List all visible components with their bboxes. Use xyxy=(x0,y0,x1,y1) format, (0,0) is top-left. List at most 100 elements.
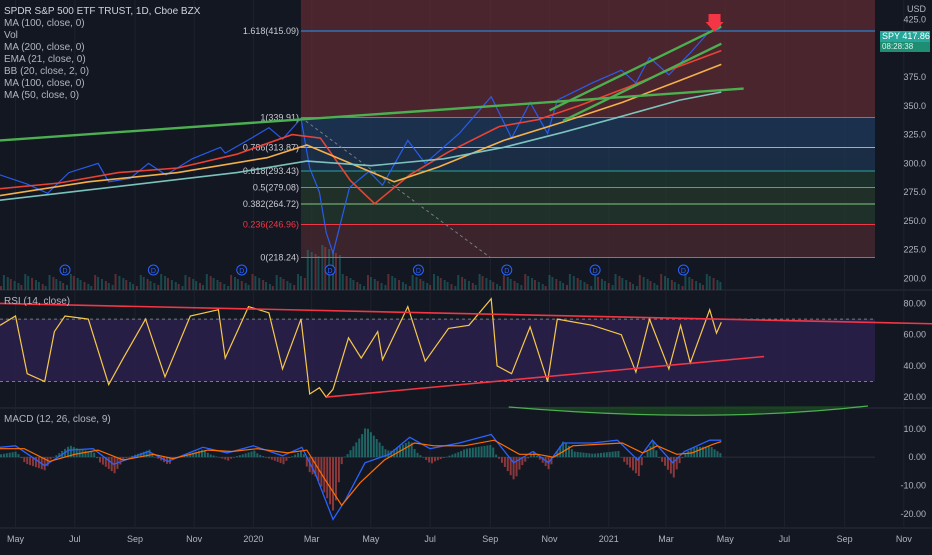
macd-histogram-bar xyxy=(433,457,436,462)
macd-histogram-bar xyxy=(151,453,154,458)
macd-histogram-bar xyxy=(489,445,492,458)
volume-bar xyxy=(387,274,390,290)
macd-histogram-bar xyxy=(602,452,605,458)
fib-zone xyxy=(300,117,875,148)
macd-histogram-bar xyxy=(253,450,256,458)
macd-histogram-bar xyxy=(14,451,17,458)
macd-histogram-bar xyxy=(314,457,317,477)
volume-bar xyxy=(551,277,554,290)
volume-bar xyxy=(471,283,474,290)
legend-bollinger[interactable]: BB (20, close, 2, 0) xyxy=(4,66,90,77)
dividend-marker-label: D xyxy=(151,268,156,275)
rsi-band-fill xyxy=(0,319,875,382)
macd-histogram-bar xyxy=(311,457,314,475)
volume-bar xyxy=(705,274,708,290)
price-trendline xyxy=(562,42,722,122)
macd-histogram-bar xyxy=(200,449,203,458)
volume-bar xyxy=(2,275,5,290)
volume-bar xyxy=(419,279,422,290)
macd-histogram-bar xyxy=(221,457,224,459)
macd-histogram-bar xyxy=(687,450,690,458)
x-axis-tick-label: May xyxy=(7,534,25,544)
x-axis-tick-label: Sep xyxy=(837,534,853,544)
volume-bar xyxy=(345,276,348,290)
macd-histogram-bar xyxy=(649,446,652,458)
price-trendline xyxy=(0,87,744,142)
fib-zone-top xyxy=(300,0,875,31)
volume-bar xyxy=(716,280,719,290)
macd-histogram-bar xyxy=(218,457,221,458)
volume-bar xyxy=(478,274,481,290)
macd-histogram-bar xyxy=(585,452,588,458)
volume-bar xyxy=(516,283,519,290)
legend-ema21[interactable]: EMA (21, close, 0) xyxy=(4,54,86,65)
volume-bar xyxy=(509,279,512,290)
macd-histogram-bar xyxy=(323,457,326,493)
volume-bar xyxy=(34,280,37,290)
volume-bar xyxy=(174,282,177,290)
volume-bar xyxy=(233,277,236,290)
volume-bar xyxy=(695,281,698,290)
macd-histogram-bar xyxy=(326,457,329,499)
legend-ma200[interactable]: MA (200, close, 0) xyxy=(4,42,85,53)
macd-histogram-bar xyxy=(198,450,201,458)
volume-bar xyxy=(559,281,562,290)
volume-bar xyxy=(55,279,58,290)
macd-histogram-bar xyxy=(20,457,23,459)
volume-bar xyxy=(356,282,359,290)
macd-histogram-bar xyxy=(541,457,544,463)
volume-bar xyxy=(537,282,540,290)
macd-histogram-bar xyxy=(442,457,445,458)
macd-histogram-bar xyxy=(241,454,244,458)
volume-bar xyxy=(107,283,110,290)
macd-histogram-bar xyxy=(203,450,206,458)
macd-histogram-bar xyxy=(361,434,364,458)
dividend-marker xyxy=(324,264,336,276)
volume-bar xyxy=(481,276,484,290)
volume-bar xyxy=(489,280,492,290)
macd-histogram-bar xyxy=(471,447,474,458)
macd-histogram-bar xyxy=(160,457,163,461)
macd-histogram-bar xyxy=(521,457,524,466)
volume-bar xyxy=(181,286,184,290)
volume-bar xyxy=(223,284,226,290)
macd-histogram-bar xyxy=(329,457,332,505)
ma100-line xyxy=(0,63,722,197)
macd-histogram-bar xyxy=(49,457,52,460)
macd-histogram-bar xyxy=(23,457,26,463)
volume-bar xyxy=(660,274,663,290)
macd-histogram-bar xyxy=(556,450,559,458)
dividend-marker-label: D xyxy=(63,268,68,275)
legend-ma100-second[interactable]: MA (100, close, 0) xyxy=(4,78,85,89)
symbol-title[interactable]: SPDR S&P 500 ETF TRUST, 1D, Cboe BZX xyxy=(4,6,201,17)
x-axis-tick-label: Mar xyxy=(658,534,674,544)
bar-countdown: 08:28:38 xyxy=(880,42,930,52)
macd-histogram-bar xyxy=(69,445,72,458)
macd-histogram-bar xyxy=(238,455,241,458)
volume-bar xyxy=(461,277,464,290)
macd-histogram-bar xyxy=(276,457,279,462)
rsi-title[interactable]: RSI (14, close) xyxy=(4,296,71,307)
macd-title[interactable]: MACD (12, 26, close, 9) xyxy=(4,414,111,425)
macd-axis-tick-label: 0.00 xyxy=(908,452,926,462)
macd-histogram-bar xyxy=(451,454,454,458)
price-axis-tick-label: 250.0 xyxy=(903,216,926,226)
legend-volume[interactable]: Vol xyxy=(4,30,18,41)
macd-histogram-bar xyxy=(594,453,597,458)
macd-histogram-bar xyxy=(119,457,122,465)
volume-bar xyxy=(94,275,97,290)
legend-ma100[interactable]: MA (100, close, 0) xyxy=(4,18,85,29)
volume-bar xyxy=(166,278,169,290)
macd-histogram-bar xyxy=(707,446,710,458)
fib-zone xyxy=(300,187,875,205)
macd-histogram-bar xyxy=(416,452,419,458)
macd-histogram-bar xyxy=(107,457,110,469)
volume-bar xyxy=(286,281,289,290)
volume-bar xyxy=(90,286,93,290)
volume-bar xyxy=(20,285,23,290)
macd-histogram-bar xyxy=(352,446,355,458)
volume-bar xyxy=(100,279,103,290)
legend-ma50[interactable]: MA (50, close, 0) xyxy=(4,90,80,101)
rsi-line xyxy=(0,297,722,399)
